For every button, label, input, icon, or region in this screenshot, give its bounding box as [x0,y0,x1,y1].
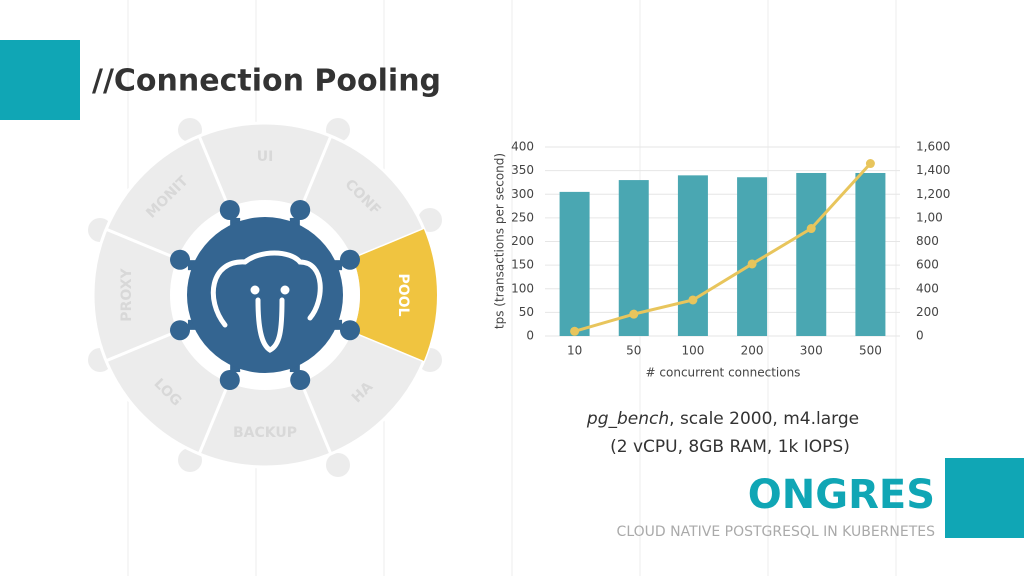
y-tick-label: 250 [511,210,534,224]
y-tick-label: 150 [511,258,534,272]
line-point [806,224,816,234]
y-tick-label: 300 [511,187,534,201]
knob [170,249,191,270]
caption-line: pg_bench, scale 2000, m4.large [586,409,859,429]
divider [299,135,333,208]
y2-tick-label: 1,400 [916,163,950,177]
y2-tick-label: 800 [916,234,939,248]
line-point [629,309,639,319]
y-tick-label: 100 [511,281,534,295]
y2-tick-label: 0 [916,329,924,343]
diagram-label: BACKUP [233,425,297,441]
y-axis-label: tps (transactions per second) [493,153,507,329]
divider [105,227,178,261]
bar [855,172,886,336]
elephant-icon [210,250,323,353]
knob [339,320,360,341]
knob [219,369,240,390]
knob [219,200,240,221]
bar [677,175,708,336]
x-tick-label: 50 [626,344,641,358]
accent-square [945,458,1024,538]
y2-tick-label: 600 [916,258,939,272]
y2-tick-label: 1,200 [916,187,950,201]
diagram-label: POOL [395,274,411,317]
x-axis-label: # concurrent connections [646,366,801,380]
x-tick-label: 300 [800,344,823,358]
x-tick-label: 500 [859,344,882,358]
x-tick-label: 200 [741,344,764,358]
y-tick-label: 50 [519,305,534,319]
knob [290,200,311,221]
divider [197,382,231,455]
y2-tick-label: 1,600 [916,140,950,154]
tagline: CLOUD NATIVE POSTGRESQL IN KUBERNETES [617,524,936,540]
line-point [865,159,875,169]
diagram-label: UI [257,149,274,165]
y2-tick-label: 1,00 [916,210,943,224]
line-point [688,295,698,305]
divider [197,135,231,208]
x-tick-label: 100 [681,344,704,358]
caption-italic: pg_bench [586,409,669,429]
bar [796,172,827,336]
y-tick-label: 400 [511,140,534,154]
diagram-label: PROXY [119,267,135,321]
logo: ONGRES [748,472,935,518]
line-point [570,326,580,336]
y2-tick-label: 200 [916,305,939,319]
caption-rest: , scale 2000, m4.large [669,409,859,429]
slide-title: //Connection Pooling [92,64,441,99]
caption-line: (2 vCPU, 8GB RAM, 1k IOPS) [610,437,850,457]
y-tick-label: 0 [526,329,534,343]
x-tick-label: 10 [567,344,582,358]
y-tick-label: 200 [511,234,534,248]
accent-square [0,40,80,120]
knob [290,369,311,390]
line-point [747,259,757,269]
y-tick-label: 350 [511,163,534,177]
knob [170,320,191,341]
divider [299,382,333,455]
line [574,162,872,333]
knob [339,249,360,270]
divider [105,329,178,363]
bar [559,191,590,336]
y2-tick-label: 400 [916,281,939,295]
